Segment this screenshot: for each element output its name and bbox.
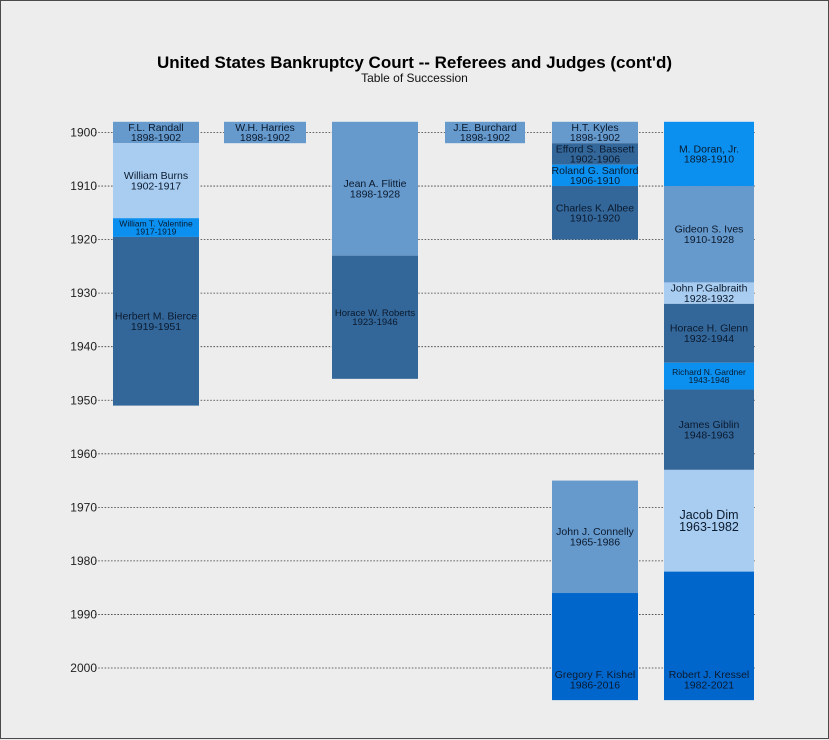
bar-name-label: F.L. Randall: [128, 122, 183, 134]
bar-years-label: 1943-1948: [689, 375, 730, 385]
bar-horace-w-roberts: [332, 255, 418, 379]
bar-gideon-s-ives: [664, 186, 754, 283]
bar-m-doran-jr: [664, 121, 754, 187]
bar-john-p-galbraith: [664, 282, 754, 304]
bar-efford-s-bassett: [552, 143, 638, 165]
bar-horace-h-glenn: [664, 303, 754, 363]
bar-years-label: 1910-1920: [570, 213, 620, 225]
bar-years-label: 1963-1982: [679, 520, 739, 534]
bar-years-label: 1910-1928: [684, 234, 734, 246]
y-tick-label-1940: 1940: [70, 340, 97, 354]
bar-name-label: W.H. Harries: [235, 122, 295, 134]
bar-years-label: 1898-1902: [240, 132, 290, 144]
bar-name-label: Richard N. Gardner: [672, 367, 746, 377]
bar-column-6: M. Doran, Jr.1898-1910 Gideon S. Ives1910…: [664, 121, 754, 701]
y-tick-label-1900: 1900: [70, 126, 97, 140]
y-tick-label-1910: 1910: [70, 179, 97, 193]
y-axis: 1900 1910 1920 1930 1940 1950 1960 1970 1980 1990…: [70, 126, 97, 676]
bar-william-t-valentine: [113, 218, 199, 237]
bar-years-label: 1948-1963: [684, 429, 734, 441]
bar-robert-j-kressel: [664, 571, 754, 701]
bar-j-e-burchard: [445, 121, 525, 144]
bar-name-label: Gregory F. Kishel: [555, 669, 636, 681]
bar-name-label: Jean A. Flittie: [343, 178, 406, 190]
bar-w-h-harries: [224, 121, 306, 144]
bar-name-label: William Burns: [124, 170, 188, 182]
bar-years-label: 1917-1919: [136, 227, 177, 237]
bar-jacob-dim: [664, 469, 754, 572]
bar-years-label: 1898-1910: [684, 154, 734, 166]
bar-years-label: 1982-2021: [684, 679, 734, 691]
y-tick-label-1980: 1980: [70, 554, 97, 568]
bar-charles-k-albee: [552, 186, 638, 240]
bar-name-label: J.E. Burchard: [453, 122, 517, 134]
bar-name-label: James Giblin: [679, 419, 740, 431]
bar-h-t-kyles: [552, 121, 638, 144]
bar-gregory-f-kishel: [552, 593, 638, 701]
bar-name-label: M. Doran, Jr.: [679, 143, 739, 155]
bar-james-giblin: [664, 389, 754, 470]
bar-years-label: 1906-1910: [570, 175, 620, 187]
bar-name-label: Jacob Dim: [679, 508, 738, 522]
bar-name-label: Horace H. Glenn: [670, 323, 748, 335]
bar-jean-a-flittie: [332, 121, 418, 256]
bar-years-label: 1902-1906: [570, 154, 620, 166]
bar-name-label: John P.Galbraith: [671, 283, 748, 295]
bar-william-burns: [113, 143, 199, 219]
bar-years-label: 1928-1932: [684, 293, 734, 305]
chart-title: United States Bankruptcy Court -- Refere…: [156, 53, 673, 72]
bar-years-label: 1965-1986: [570, 537, 620, 549]
bar-years-label: 1932-1944: [684, 333, 734, 345]
bar-name-label: Charles K. Albee: [556, 202, 634, 214]
bar-name-label: Gideon S. Ives: [675, 224, 744, 236]
bar-years-label: 1902-1917: [131, 180, 181, 192]
y-tick-label-1950: 1950: [70, 393, 97, 407]
bar-name-label: H.T. Kyles: [571, 122, 618, 134]
bar-years-label: 1986-2016: [570, 679, 620, 691]
bar-name-label: John J. Connelly: [556, 526, 634, 538]
bar-years-label: 1923-1946: [352, 317, 397, 328]
y-tick-label-1990: 1990: [70, 607, 97, 621]
bar-name-label: Efford S. Bassett: [556, 143, 635, 155]
y-tick-label-2000: 2000: [70, 661, 97, 675]
chart-subtitle: Table of Succession: [361, 71, 468, 85]
bar-f-l-randall: [113, 121, 199, 144]
bar-name-label: Herbert M. Bierce: [115, 311, 197, 323]
y-tick-label-1960: 1960: [70, 447, 97, 461]
bar-name-label: Robert J. Kressel: [669, 669, 750, 681]
bar-john-j-connelly: [552, 480, 638, 594]
grid-lines: [95, 132, 755, 669]
bar-years-label: 1898-1902: [570, 132, 620, 144]
y-tick-label-1930: 1930: [70, 286, 97, 300]
bar-roland-g-sanford: [552, 164, 638, 187]
bar-name-label: Horace W. Roberts: [335, 308, 415, 319]
y-tick-label-1970: 1970: [70, 500, 97, 514]
bar-name-label: William T. Valentine: [119, 218, 193, 228]
bar-years-label: 1898-1902: [131, 132, 181, 144]
bar-years-label: 1919-1951: [131, 321, 181, 333]
y-tick-label-1920: 1920: [70, 233, 97, 247]
bar-herbert-m-bierce: [113, 236, 199, 406]
bar-richard-n-gardner: [664, 362, 754, 390]
bar-years-label: 1898-1902: [460, 132, 510, 144]
bar-name-label: Roland G. Sanford: [552, 165, 639, 177]
bar-years-label: 1898-1928: [350, 188, 400, 200]
